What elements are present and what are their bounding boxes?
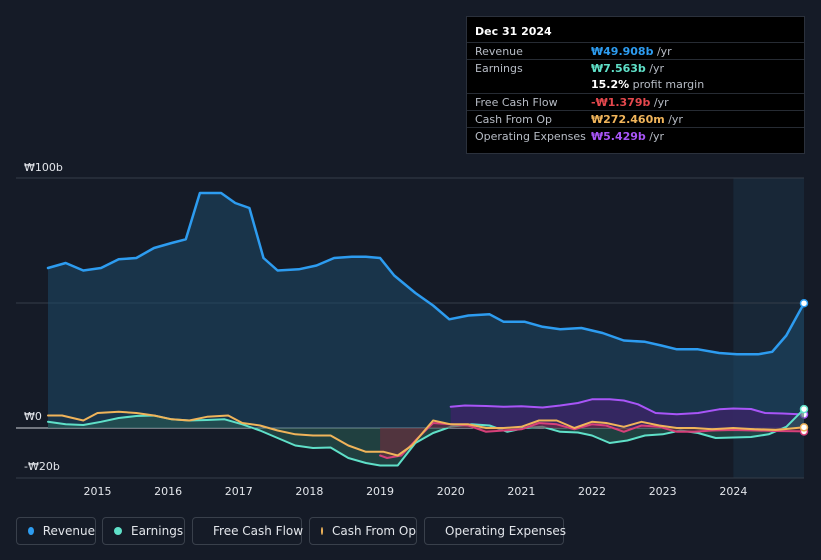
tooltip: Dec 31 2024 Revenue ₩49.908b /yr Earnings ₩…	[466, 16, 805, 154]
revenue-area	[48, 193, 804, 428]
tooltip-date: Dec 31 2024	[475, 25, 552, 38]
tooltip-row-value: ₩7.563b	[591, 62, 646, 75]
x-tick-label: 2020	[437, 485, 465, 498]
legend-item-earnings[interactable]: Earnings	[102, 517, 185, 545]
legend-item-revenue[interactable]: Revenue	[16, 517, 96, 545]
earnings-endpoint	[799, 404, 809, 414]
x-tick-label: 2024	[719, 485, 747, 498]
y-label-bottom: -₩20b	[24, 460, 60, 473]
tooltip-row-value-wrap: ₩272.460m /yr	[591, 113, 683, 126]
x-tick-label: 2018	[295, 485, 323, 498]
tooltip-row-value: -₩1.379b	[591, 96, 651, 109]
tooltip-row-label: Cash From Op	[475, 113, 553, 126]
legend-item-cash-from-op[interactable]: Cash From Op	[309, 517, 417, 545]
x-tick-label: 2023	[649, 485, 677, 498]
tooltip-row-value: 15.2%	[591, 78, 630, 91]
tooltip-row: Earnings ₩7.563b /yr	[467, 59, 804, 77]
legend-item-operating-expenses[interactable]: Operating Expenses	[424, 517, 566, 545]
y-label-top: ₩100b	[24, 161, 63, 174]
x-tick-label: 2019	[366, 485, 394, 498]
tooltip-row-unit: /yr	[650, 96, 669, 109]
tooltip-row-value: ₩49.908b	[591, 45, 654, 58]
tooltip-row: Operating Expenses ₩5.429b /yr	[467, 127, 804, 145]
tooltip-row-value-wrap: ₩7.563b /yr	[591, 62, 664, 75]
tooltip-row-value: ₩5.429b	[591, 130, 646, 143]
legend-label: Cash From Op	[331, 524, 416, 538]
tooltip-row-unit: /yr	[664, 113, 683, 126]
legend-label: Earnings	[131, 524, 184, 538]
tooltip-row-unit: /yr	[645, 130, 665, 143]
tooltip-row-label: Operating Expenses	[475, 130, 586, 143]
tooltip-row-unit: /yr	[645, 62, 665, 75]
free-cash-flow-line	[379, 422, 805, 459]
tooltip-row: Revenue ₩49.908b /yr	[467, 42, 804, 60]
tooltip-row-label: Earnings	[475, 62, 523, 75]
tooltip-row-unit: /yr	[653, 45, 672, 58]
x-tick-label: 2022	[578, 485, 606, 498]
x-tick-label: 2016	[154, 485, 182, 498]
legend-dot-icon	[114, 527, 122, 535]
series-layer	[46, 191, 809, 467]
tooltip-row-value-wrap: 15.2% profit margin	[591, 78, 704, 91]
x-tick-label: 2021	[507, 485, 535, 498]
legend-label: Revenue	[42, 524, 95, 538]
x-tick-label: 2017	[225, 485, 253, 498]
tooltip-row-value: ₩272.460m	[591, 113, 665, 126]
x-tick-label: 2015	[83, 485, 111, 498]
x-axis: 2015 2016 2017 2018 2019 2020 2021 2022 2023 2024	[83, 485, 747, 498]
revenue-endpoint	[799, 299, 809, 308]
tooltip-row-value-wrap: ₩49.908b /yr	[591, 45, 672, 58]
operating-expenses-line	[449, 398, 805, 416]
tooltip-row-value-wrap: -₩1.379b /yr	[591, 96, 669, 109]
legend-label: Free Cash Flow	[213, 524, 304, 538]
tooltip-row: Cash From Op ₩272.460m /yr	[467, 110, 804, 128]
legend-dot-icon	[28, 527, 34, 535]
cash-from-op-endpoint	[799, 423, 809, 432]
tooltip-row-label: Free Cash Flow	[475, 96, 558, 109]
tooltip-row-unit: profit margin	[629, 78, 705, 91]
cash-from-op-line	[47, 410, 805, 457]
tooltip-row-label: Revenue	[475, 45, 523, 58]
tooltip-row: Free Cash Flow -₩1.379b /yr	[467, 93, 804, 111]
y-label-zero: ₩0	[24, 410, 42, 423]
legend-label: Operating Expenses	[445, 524, 566, 538]
tooltip-row: 15.2% profit margin	[467, 76, 804, 93]
tooltip-row-value-wrap: ₩5.429b /yr	[591, 130, 664, 143]
legend-dot-icon	[321, 527, 323, 535]
legend-item-free-cash-flow[interactable]: Free Cash Flow	[192, 517, 304, 545]
revenue-line	[46, 191, 806, 356]
